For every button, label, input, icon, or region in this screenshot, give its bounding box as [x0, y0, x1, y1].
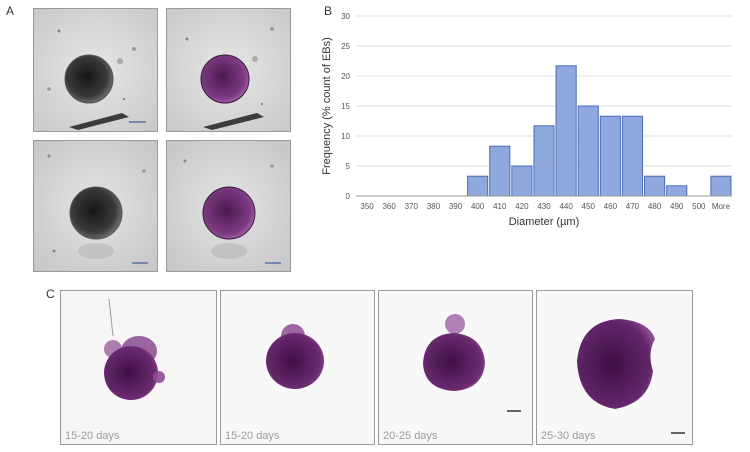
micrograph-c-3-label: 20-25 days	[383, 430, 438, 442]
x-tick-label: 460	[604, 202, 618, 211]
y-tick-label: 0	[346, 192, 351, 201]
panel-label-a: A	[6, 4, 15, 18]
bar-480	[644, 175, 666, 197]
x-tick-label: 410	[493, 202, 507, 211]
micrograph-a-brightfield-2	[33, 140, 158, 272]
panel-label-b: B	[324, 4, 333, 18]
x-tick-label: 480	[648, 202, 662, 211]
y-tick-label: 15	[341, 102, 350, 111]
micrograph-a-overlay-2	[166, 140, 291, 272]
micrograph-a-overlay-1	[166, 8, 291, 132]
y-tick-label: 5	[346, 162, 351, 171]
x-tick-label: 440	[559, 202, 573, 211]
x-tick-label: 470	[626, 202, 640, 211]
bar-More	[710, 175, 732, 197]
micrograph-c-1-label: 15-20 days	[65, 430, 120, 442]
micrograph-c-1: 15-20 days	[60, 290, 217, 445]
y-tick-label: 20	[341, 72, 350, 81]
bar-420	[511, 165, 533, 197]
chart-y-axis-label: Frequency (% count of EBs)	[321, 37, 333, 175]
micrograph-c-4-label: 25-30 days	[541, 430, 596, 442]
bar-450	[577, 105, 599, 197]
chart-x-axis-label: Diameter (µm)	[509, 216, 580, 228]
bar-430	[533, 125, 555, 197]
y-tick-label: 10	[341, 132, 350, 141]
chart-bars	[467, 65, 732, 197]
x-tick-label: 430	[537, 202, 551, 211]
micrograph-c-2: 15-20 days	[220, 290, 375, 445]
panel-label-c: C	[46, 287, 55, 301]
x-tick-label: 350	[360, 202, 374, 211]
x-tick-label: 360	[382, 202, 396, 211]
y-tick-label: 25	[341, 42, 350, 51]
bar-460	[599, 115, 621, 197]
x-tick-label: 450	[582, 202, 596, 211]
bar-410	[489, 145, 511, 197]
micrograph-c-2-label: 15-20 days	[225, 430, 280, 442]
x-tick-label: 370	[405, 202, 419, 211]
x-tick-label: 420	[515, 202, 529, 211]
x-tick-label: More	[712, 202, 731, 211]
x-tick-label: 490	[670, 202, 684, 211]
chart-y-ticks: 0 5 10 15 20 25 30	[341, 12, 350, 201]
x-tick-label: 390	[449, 202, 463, 211]
chart-x-ticks: 350 360 370 380 390 400 410 420 430 440 450 460 470 4…	[360, 202, 730, 211]
bar-440	[555, 65, 577, 197]
micrograph-c-4: 25-30 days	[536, 290, 693, 445]
x-tick-label: 500	[692, 202, 706, 211]
micrograph-c-3: 20-25 days	[378, 290, 533, 445]
bar-400	[467, 175, 489, 197]
x-tick-label: 400	[471, 202, 485, 211]
y-tick-label: 30	[341, 12, 350, 21]
micrograph-a-brightfield-1	[33, 8, 158, 132]
bar-470	[621, 115, 644, 197]
bar-490	[666, 185, 688, 197]
diameter-histogram: 0 5 10 15 20 25 30 350 360 370 380 390 400 410 420 430…	[321, 12, 732, 228]
x-tick-label: 380	[427, 202, 441, 211]
